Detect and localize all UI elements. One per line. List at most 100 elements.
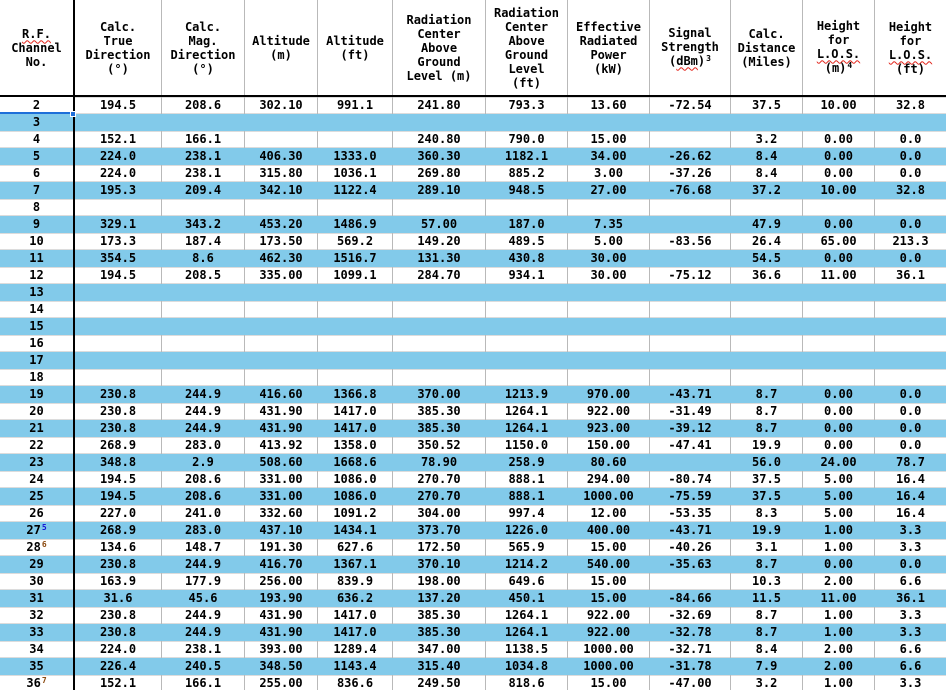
data-cell[interactable]: 269.80 — [393, 165, 486, 182]
data-cell[interactable]: 6.6 — [875, 573, 946, 590]
data-cell[interactable]: 450.1 — [486, 590, 568, 607]
data-cell[interactable]: 0.00 — [803, 556, 875, 573]
data-cell[interactable] — [75, 301, 162, 318]
data-cell[interactable]: 5.00 — [803, 471, 875, 488]
data-cell[interactable]: 1086.0 — [318, 471, 393, 488]
channel-cell[interactable]: 20 — [0, 403, 75, 420]
data-cell[interactable]: 1000.00 — [568, 658, 650, 675]
data-cell[interactable]: 431.90 — [245, 420, 318, 437]
data-cell[interactable]: 213.3 — [875, 233, 946, 250]
data-cell[interactable]: 636.2 — [318, 590, 393, 607]
data-cell[interactable] — [486, 284, 568, 301]
data-cell[interactable] — [486, 352, 568, 369]
column-header[interactable]: Radiation Center Above Ground Level (ft) — [486, 0, 568, 95]
data-cell[interactable]: 1358.0 — [318, 437, 393, 454]
data-cell[interactable]: 315.40 — [393, 658, 486, 675]
data-cell[interactable]: 47.9 — [731, 216, 803, 233]
data-cell[interactable]: 431.90 — [245, 607, 318, 624]
data-cell[interactable] — [318, 114, 393, 131]
data-cell[interactable]: 8.3 — [731, 505, 803, 522]
data-cell[interactable]: 173.50 — [245, 233, 318, 250]
data-cell[interactable]: 238.1 — [162, 148, 245, 165]
channel-cell[interactable]: 18 — [0, 369, 75, 386]
data-cell[interactable]: 302.10 — [245, 97, 318, 114]
data-cell[interactable]: 7.9 — [731, 658, 803, 675]
channel-cell[interactable]: 10 — [0, 233, 75, 250]
data-cell[interactable] — [803, 301, 875, 318]
column-header[interactable]: Effective Radiated Power (kW) — [568, 0, 650, 95]
data-cell[interactable]: 36.1 — [875, 267, 946, 284]
data-cell[interactable]: 131.30 — [393, 250, 486, 267]
data-cell[interactable] — [75, 284, 162, 301]
data-cell[interactable] — [731, 301, 803, 318]
data-cell[interactable]: 1226.0 — [486, 522, 568, 539]
data-cell[interactable] — [245, 131, 318, 148]
data-cell[interactable] — [803, 318, 875, 335]
data-cell[interactable]: 370.10 — [393, 556, 486, 573]
data-cell[interactable]: -43.71 — [650, 522, 731, 539]
data-cell[interactable]: 1417.0 — [318, 403, 393, 420]
channel-cell[interactable]: 4 — [0, 131, 75, 148]
column-header[interactable]: Height for L.O.S. (m)4 — [803, 0, 875, 95]
data-cell[interactable]: 37.5 — [731, 471, 803, 488]
data-cell[interactable]: -84.66 — [650, 590, 731, 607]
data-cell[interactable]: 1122.4 — [318, 182, 393, 199]
data-cell[interactable]: 348.8 — [75, 454, 162, 471]
data-cell[interactable] — [650, 114, 731, 131]
data-cell[interactable] — [486, 335, 568, 352]
data-cell[interactable] — [162, 199, 245, 216]
data-cell[interactable] — [75, 199, 162, 216]
channel-cell[interactable]: 286 — [0, 539, 75, 556]
data-cell[interactable]: 1486.9 — [318, 216, 393, 233]
data-cell[interactable] — [162, 318, 245, 335]
data-cell[interactable]: 508.60 — [245, 454, 318, 471]
data-cell[interactable]: 195.3 — [75, 182, 162, 199]
data-cell[interactable]: 1668.6 — [318, 454, 393, 471]
data-cell[interactable]: 172.50 — [393, 539, 486, 556]
channel-cell[interactable]: 11 — [0, 250, 75, 267]
data-cell[interactable] — [318, 284, 393, 301]
data-cell[interactable] — [318, 318, 393, 335]
data-cell[interactable] — [245, 352, 318, 369]
data-cell[interactable]: 16.4 — [875, 488, 946, 505]
data-cell[interactable]: 1214.2 — [486, 556, 568, 573]
data-cell[interactable] — [75, 114, 162, 131]
data-cell[interactable]: 370.00 — [393, 386, 486, 403]
data-cell[interactable]: 385.30 — [393, 624, 486, 641]
data-cell[interactable]: 1.00 — [803, 522, 875, 539]
data-cell[interactable]: 3.00 — [568, 165, 650, 182]
data-cell[interactable] — [486, 369, 568, 386]
data-cell[interactable]: 8.6 — [162, 250, 245, 267]
data-cell[interactable]: 922.00 — [568, 624, 650, 641]
data-cell[interactable] — [875, 352, 946, 369]
data-cell[interactable]: 194.5 — [75, 97, 162, 114]
data-cell[interactable]: 166.1 — [162, 675, 245, 690]
data-cell[interactable]: 45.6 — [162, 590, 245, 607]
data-cell[interactable]: 208.6 — [162, 97, 245, 114]
data-cell[interactable]: 244.9 — [162, 556, 245, 573]
data-cell[interactable]: 0.0 — [875, 165, 946, 182]
data-cell[interactable]: 462.30 — [245, 250, 318, 267]
data-cell[interactable]: 649.6 — [486, 573, 568, 590]
data-cell[interactable] — [731, 284, 803, 301]
data-cell[interactable]: 187.0 — [486, 216, 568, 233]
data-cell[interactable]: -35.63 — [650, 556, 731, 573]
data-cell[interactable]: 10.00 — [803, 182, 875, 199]
data-cell[interactable]: 230.8 — [75, 607, 162, 624]
data-cell[interactable]: 15.00 — [568, 573, 650, 590]
data-cell[interactable]: 268.9 — [75, 522, 162, 539]
data-cell[interactable]: 78.7 — [875, 454, 946, 471]
data-cell[interactable]: 208.6 — [162, 471, 245, 488]
data-cell[interactable]: 26.4 — [731, 233, 803, 250]
data-cell[interactable]: 6.6 — [875, 641, 946, 658]
channel-cell[interactable]: 367 — [0, 675, 75, 690]
data-cell[interactable]: 8.7 — [731, 624, 803, 641]
data-cell[interactable]: 256.00 — [245, 573, 318, 590]
data-cell[interactable]: 839.9 — [318, 573, 393, 590]
channel-cell[interactable]: 5 — [0, 148, 75, 165]
data-cell[interactable]: 152.1 — [75, 131, 162, 148]
data-cell[interactable]: 335.00 — [245, 267, 318, 284]
data-cell[interactable]: 430.8 — [486, 250, 568, 267]
data-cell[interactable]: 37.5 — [731, 97, 803, 114]
data-cell[interactable]: 13.60 — [568, 97, 650, 114]
